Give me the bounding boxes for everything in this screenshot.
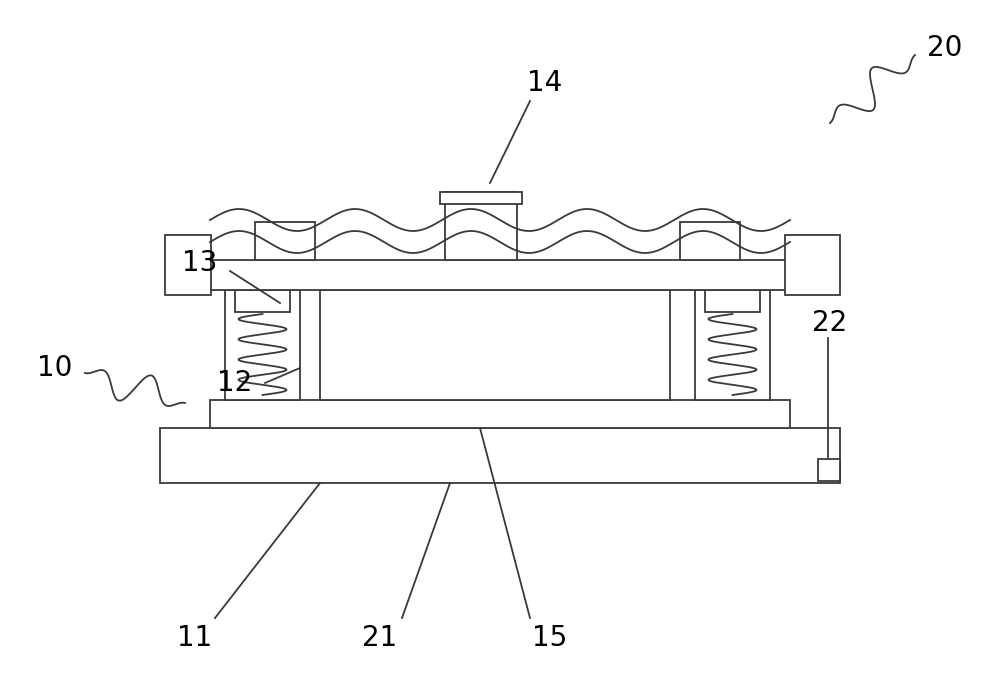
Bar [818, 459, 840, 481]
Bar [235, 290, 290, 312]
Text: 10: 10 [37, 354, 73, 382]
Bar [165, 235, 211, 295]
Bar [680, 222, 740, 260]
Text: 12: 12 [217, 369, 253, 397]
Text: 21: 21 [362, 624, 398, 652]
Text: 13: 13 [182, 249, 218, 277]
Bar [320, 290, 670, 400]
Text: 20: 20 [927, 34, 963, 62]
Text: 11: 11 [177, 624, 213, 652]
Bar [785, 235, 840, 295]
Bar [225, 290, 300, 400]
Text: 15: 15 [532, 624, 568, 652]
Bar [210, 260, 790, 290]
Bar [440, 192, 522, 204]
Bar [695, 290, 770, 400]
Text: 14: 14 [527, 69, 563, 97]
Bar [705, 290, 760, 312]
Bar [210, 400, 790, 428]
Bar [255, 222, 315, 260]
Text: 22: 22 [812, 309, 848, 337]
Bar [160, 428, 840, 483]
Bar [445, 192, 517, 260]
